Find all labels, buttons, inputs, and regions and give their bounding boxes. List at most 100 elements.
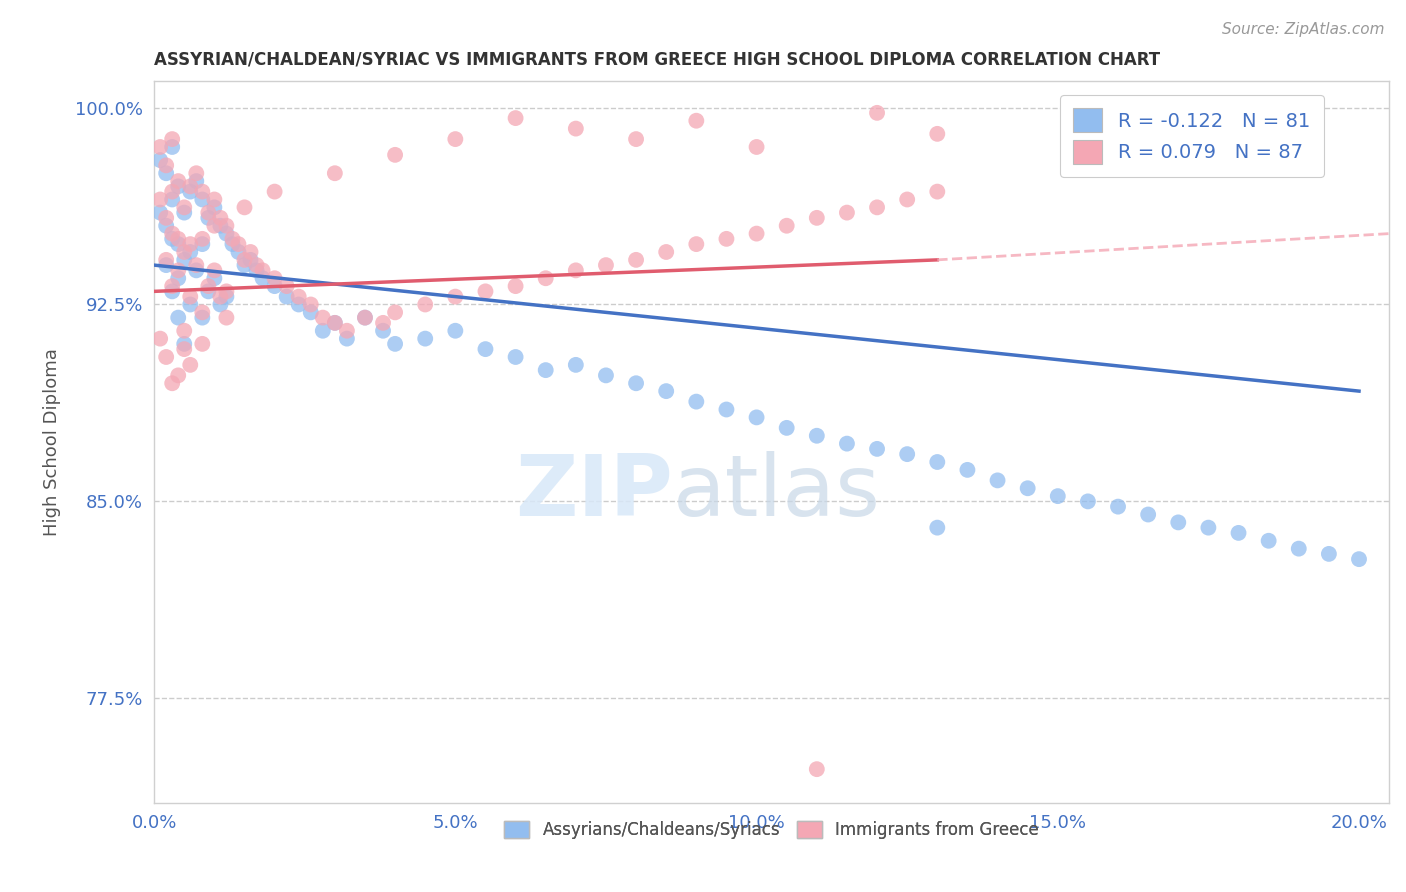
Point <box>155 166 177 180</box>
Point <box>986 474 1008 488</box>
Point <box>384 148 406 162</box>
Point <box>197 211 219 225</box>
Point <box>927 127 949 141</box>
Point <box>202 263 225 277</box>
Point <box>160 232 183 246</box>
Point <box>655 244 678 259</box>
Point <box>1227 525 1250 540</box>
Point <box>186 174 208 188</box>
Point <box>167 310 190 325</box>
Point <box>323 316 346 330</box>
Point <box>191 193 214 207</box>
Point <box>716 402 738 417</box>
Point <box>745 410 768 425</box>
Point <box>173 252 195 267</box>
Point <box>685 113 707 128</box>
Point <box>655 384 678 398</box>
Point <box>1288 541 1310 556</box>
Point <box>191 305 214 319</box>
Point <box>191 185 214 199</box>
Point <box>155 350 177 364</box>
Point <box>155 252 177 267</box>
Point <box>155 158 177 172</box>
Point <box>806 762 828 776</box>
Point <box>160 132 183 146</box>
Text: ZIP: ZIP <box>515 451 673 534</box>
Point <box>155 211 177 225</box>
Point <box>534 271 557 285</box>
Point <box>354 310 377 325</box>
Point <box>215 227 238 241</box>
Point <box>173 200 195 214</box>
Point <box>215 219 238 233</box>
Point <box>624 132 647 146</box>
Point <box>209 211 232 225</box>
Point <box>835 436 858 450</box>
Point <box>565 121 588 136</box>
Point <box>565 263 588 277</box>
Point <box>299 305 322 319</box>
Point <box>323 316 346 330</box>
Point <box>287 290 309 304</box>
Point <box>384 337 406 351</box>
Point <box>209 219 232 233</box>
Point <box>179 185 201 199</box>
Point <box>866 106 889 120</box>
Point <box>197 205 219 219</box>
Point <box>186 258 208 272</box>
Point <box>776 421 799 435</box>
Point <box>197 285 219 299</box>
Point <box>228 237 250 252</box>
Point <box>191 310 214 325</box>
Point <box>323 166 346 180</box>
Point <box>474 342 496 356</box>
Point <box>384 305 406 319</box>
Point <box>167 237 190 252</box>
Point <box>413 332 436 346</box>
Point <box>927 185 949 199</box>
Point <box>927 521 949 535</box>
Point <box>505 279 527 293</box>
Point <box>312 310 335 325</box>
Point <box>239 244 262 259</box>
Legend: Assyrians/Chaldeans/Syriacs, Immigrants from Greece: Assyrians/Chaldeans/Syriacs, Immigrants … <box>498 814 1046 846</box>
Point <box>179 244 201 259</box>
Point <box>209 290 232 304</box>
Point <box>149 140 172 154</box>
Point <box>160 185 183 199</box>
Point <box>173 244 195 259</box>
Point <box>1257 533 1279 548</box>
Point <box>160 279 183 293</box>
Point <box>866 442 889 456</box>
Point <box>505 111 527 125</box>
Point <box>745 140 768 154</box>
Point <box>1017 481 1039 495</box>
Point <box>149 193 172 207</box>
Point <box>263 185 285 199</box>
Point <box>160 285 183 299</box>
Point <box>179 358 201 372</box>
Point <box>167 368 190 383</box>
Point <box>173 342 195 356</box>
Point <box>221 237 243 252</box>
Point <box>927 455 949 469</box>
Point <box>202 219 225 233</box>
Point <box>149 332 172 346</box>
Point <box>167 263 190 277</box>
Point <box>191 237 214 252</box>
Point <box>444 290 467 304</box>
Point <box>167 179 190 194</box>
Point <box>1137 508 1160 522</box>
Point <box>896 447 918 461</box>
Point <box>624 252 647 267</box>
Point <box>202 200 225 214</box>
Point <box>1167 516 1189 530</box>
Point <box>167 174 190 188</box>
Point <box>155 258 177 272</box>
Point <box>336 324 359 338</box>
Point <box>287 297 309 311</box>
Point <box>444 132 467 146</box>
Point <box>239 252 262 267</box>
Point <box>179 179 201 194</box>
Point <box>191 232 214 246</box>
